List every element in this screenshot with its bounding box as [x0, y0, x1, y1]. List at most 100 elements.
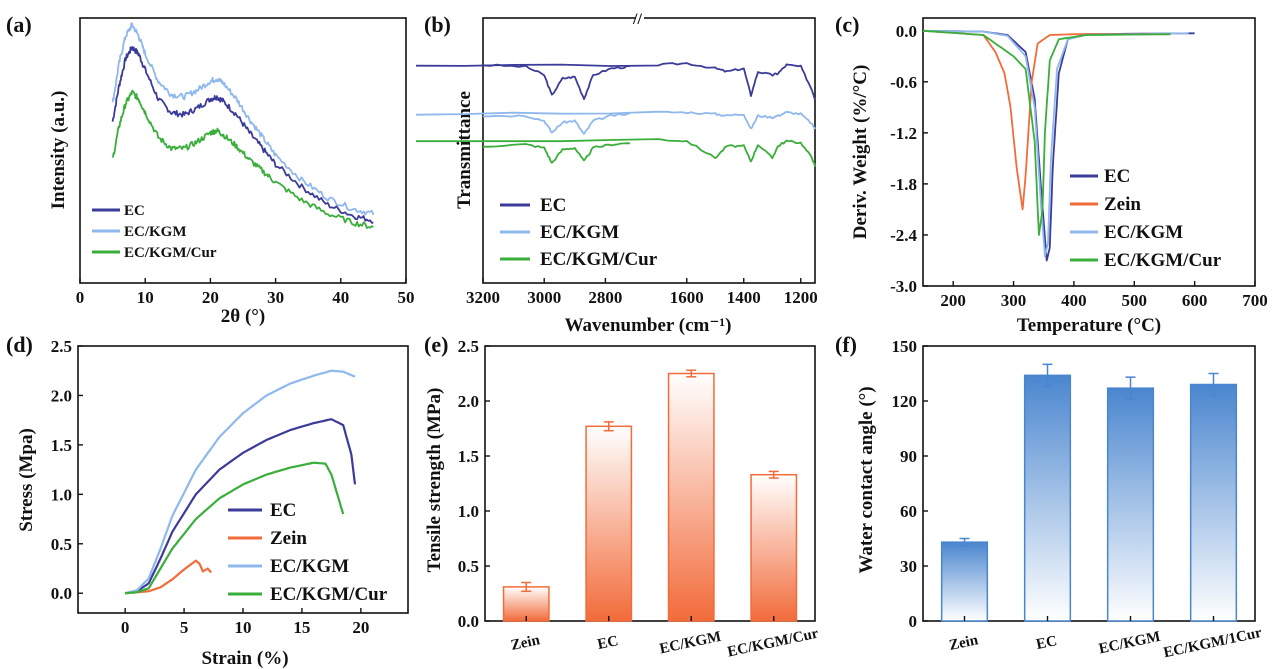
f-category-zein: Zein [948, 632, 981, 654]
f-bar-ec [1023, 374, 1072, 622]
b-xtick-1400-label: 1400 [727, 288, 761, 307]
panel-d-xlabel: Strain (%) [201, 648, 288, 669]
panel-e-frame [484, 345, 816, 622]
c-xtick-300-label: 300 [1001, 291, 1027, 310]
a-xtick-10-label: 10 [137, 288, 154, 307]
legend-d-cur: EC/KGM/Cur [270, 584, 388, 605]
c-series-ec-kgm [922, 29, 1189, 258]
e-category-zein: Zein [509, 632, 542, 654]
panel-a-plot: 0 10 20 30 40 50 [76, 22, 415, 307]
panel-b-frame [482, 17, 816, 284]
d-ytick-1-0-label: 1.0 [51, 485, 72, 504]
legend-a-kgm: EC/KGM [124, 224, 187, 240]
f-bar-ec-kgm-1cur [1189, 383, 1238, 622]
d-xtick-15-label: 15 [293, 618, 310, 637]
panel-d-frame [77, 345, 409, 614]
panel-d-ylabel: Stress (Mpa) [16, 428, 37, 532]
f-ytick-0-label: 0 [909, 612, 918, 631]
legend-a-cur: EC/KGM/Cur [124, 245, 217, 261]
f-ytick-60-label: 60 [900, 502, 917, 521]
panel-f-ylabel: Water contact angle (°) [856, 386, 877, 573]
panel-d-label: (d) [6, 332, 33, 357]
c-ytick--3-0-label: -3.0 [890, 277, 917, 296]
e-category-ec: EC [596, 633, 620, 653]
panel-e-ylabel: Tensile strength (MPa) [424, 388, 445, 573]
panel-f-frame [922, 345, 1256, 622]
panel-b-legend: EC EC/KGM EC/KGM/Cur [500, 195, 658, 270]
panel-a-frame [79, 17, 407, 284]
panel-c: (c) Temperature (°C) Deriv. Weight (%/°C… [835, 12, 1268, 336]
d-xtick-10-label: 10 [235, 618, 252, 637]
panel-c-xlabel: Temperature (°C) [1017, 315, 1161, 336]
f-ytick-150-label: 150 [892, 337, 918, 356]
legend-c-cur: EC/KGM/Cur [1104, 250, 1222, 271]
c-ytick--2-4-label: -2.4 [890, 226, 917, 245]
b-series-ec-kgm-cur-high [483, 142, 630, 164]
legend-d-kgm: EC/KGM [270, 556, 349, 577]
e-category-ec-kgm: EC/KGM [658, 629, 722, 658]
panel-d-plot: 0 5 10 15 20 0.0 0.5 1.0 1.5 2.0 2.5 [51, 337, 370, 637]
e-bar-ec-kgm-cur [750, 473, 798, 622]
panel-f-plot: 0 30 60 90 120 150 Zein EC EC/KGM EC/KGM/1Cur [892, 337, 1264, 661]
d-series-ec-kgm-cur [125, 461, 345, 595]
c-series-zein [922, 29, 1171, 211]
legend-b-kgm: EC/KGM [540, 222, 619, 243]
c-xtick-500-label: 500 [1122, 291, 1148, 310]
f-bar-zein [940, 541, 989, 622]
d-xtick-5-label: 5 [180, 618, 189, 637]
panel-a-label: (a) [6, 12, 32, 37]
d-ytick-1-5-label: 1.5 [51, 436, 72, 455]
d-ytick-0-5-label: 0.5 [51, 535, 72, 554]
b-xtick-3200-label: 3200 [466, 288, 500, 307]
legend-b-cur: EC/KGM/Cur [540, 249, 658, 270]
e-ytick-2-5-label: 2.5 [458, 337, 479, 356]
panel-c-label: (c) [835, 12, 859, 37]
panel-b-plot: 3200 3000 2800 1600 1400 1200 [415, 62, 818, 307]
legend-c-kgm: EC/KGM [1104, 222, 1183, 243]
f-category-ec-kgm-1cur: EC/KGM/1Cur [1162, 625, 1263, 662]
panel-b-xlabel: Wavenumber (cm⁻¹) [565, 315, 732, 336]
b-series-ec-high [482, 63, 630, 100]
b-xtick-1200-label: 1200 [784, 288, 818, 307]
b-series-ec-kgm-cur-low [416, 138, 816, 167]
f-bar-ec-kgm [1106, 387, 1155, 622]
panel-a: (a) 2θ (°) Intensity (a.u.) 0 10 20 30 40 50 … [6, 12, 415, 327]
legend-c-zein: Zein [1104, 194, 1141, 215]
panel-b-label: (b) [424, 12, 451, 37]
a-xtick-20-label: 20 [202, 288, 219, 307]
f-category-ec: EC [1035, 633, 1059, 653]
panel-b: (b) // Wavenumber (cm⁻¹) Transmittance 3… [415, 11, 818, 336]
panel-a-ylabel: Intensity (a.u.) [48, 91, 69, 210]
d-series-zein [125, 559, 213, 595]
c-ytick--1-8-label: -1.8 [890, 175, 917, 194]
panel-c-ylabel: Deriv. Weight (%/°C) [850, 65, 871, 240]
panel-d-legend: EC Zein EC/KGM EC/KGM/Cur [228, 500, 388, 605]
a-series-ec-kgm-cur [111, 89, 374, 229]
e-ytick-1-0-label: 1.0 [458, 502, 479, 521]
legend-d-ec: EC [270, 500, 296, 521]
b-series-ec-kgm-low [415, 110, 816, 130]
axis-break-mark: // [632, 11, 642, 28]
f-category-ec-kgm: EC/KGM [1097, 629, 1161, 658]
b-xtick-1600-label: 1600 [670, 288, 704, 307]
d-xtick-20-label: 20 [352, 618, 369, 637]
f-ytick-90-label: 90 [900, 447, 917, 466]
panel-f: (f) Water contact angle (°) 0 30 60 90 120 15… [835, 332, 1264, 661]
a-series-ec [111, 46, 374, 224]
panel-e: (e) Tensile strength (MPa) 0.0 0.5 1.0 1.5 2… [424, 332, 820, 661]
f-ytick-120-label: 120 [892, 392, 918, 411]
legend-d-zein: Zein [270, 528, 307, 549]
e-ytick-0-0-label: 0.0 [458, 612, 479, 631]
a-series-ec-kgm [111, 22, 375, 216]
b-series-ec-low [415, 62, 816, 100]
panel-c-frame [922, 17, 1256, 287]
e-bar-zein [502, 586, 550, 622]
a-xtick-0-label: 0 [76, 288, 85, 307]
panel-d: (d) Strain (%) Stress (Mpa) 0 5 10 15 200.00… [6, 332, 409, 669]
c-ytick-0-0-label: 0.0 [896, 22, 917, 41]
axis-break-gap [636, 12, 644, 24]
panel-c-plot: 200 300 400 500 600 700 0.0 -0.6 -1.2 -1.8 -2.4 -3.… [890, 22, 1268, 310]
d-ytick-2-0-label: 2.0 [51, 386, 72, 405]
legend-a-ec: EC [124, 203, 145, 219]
